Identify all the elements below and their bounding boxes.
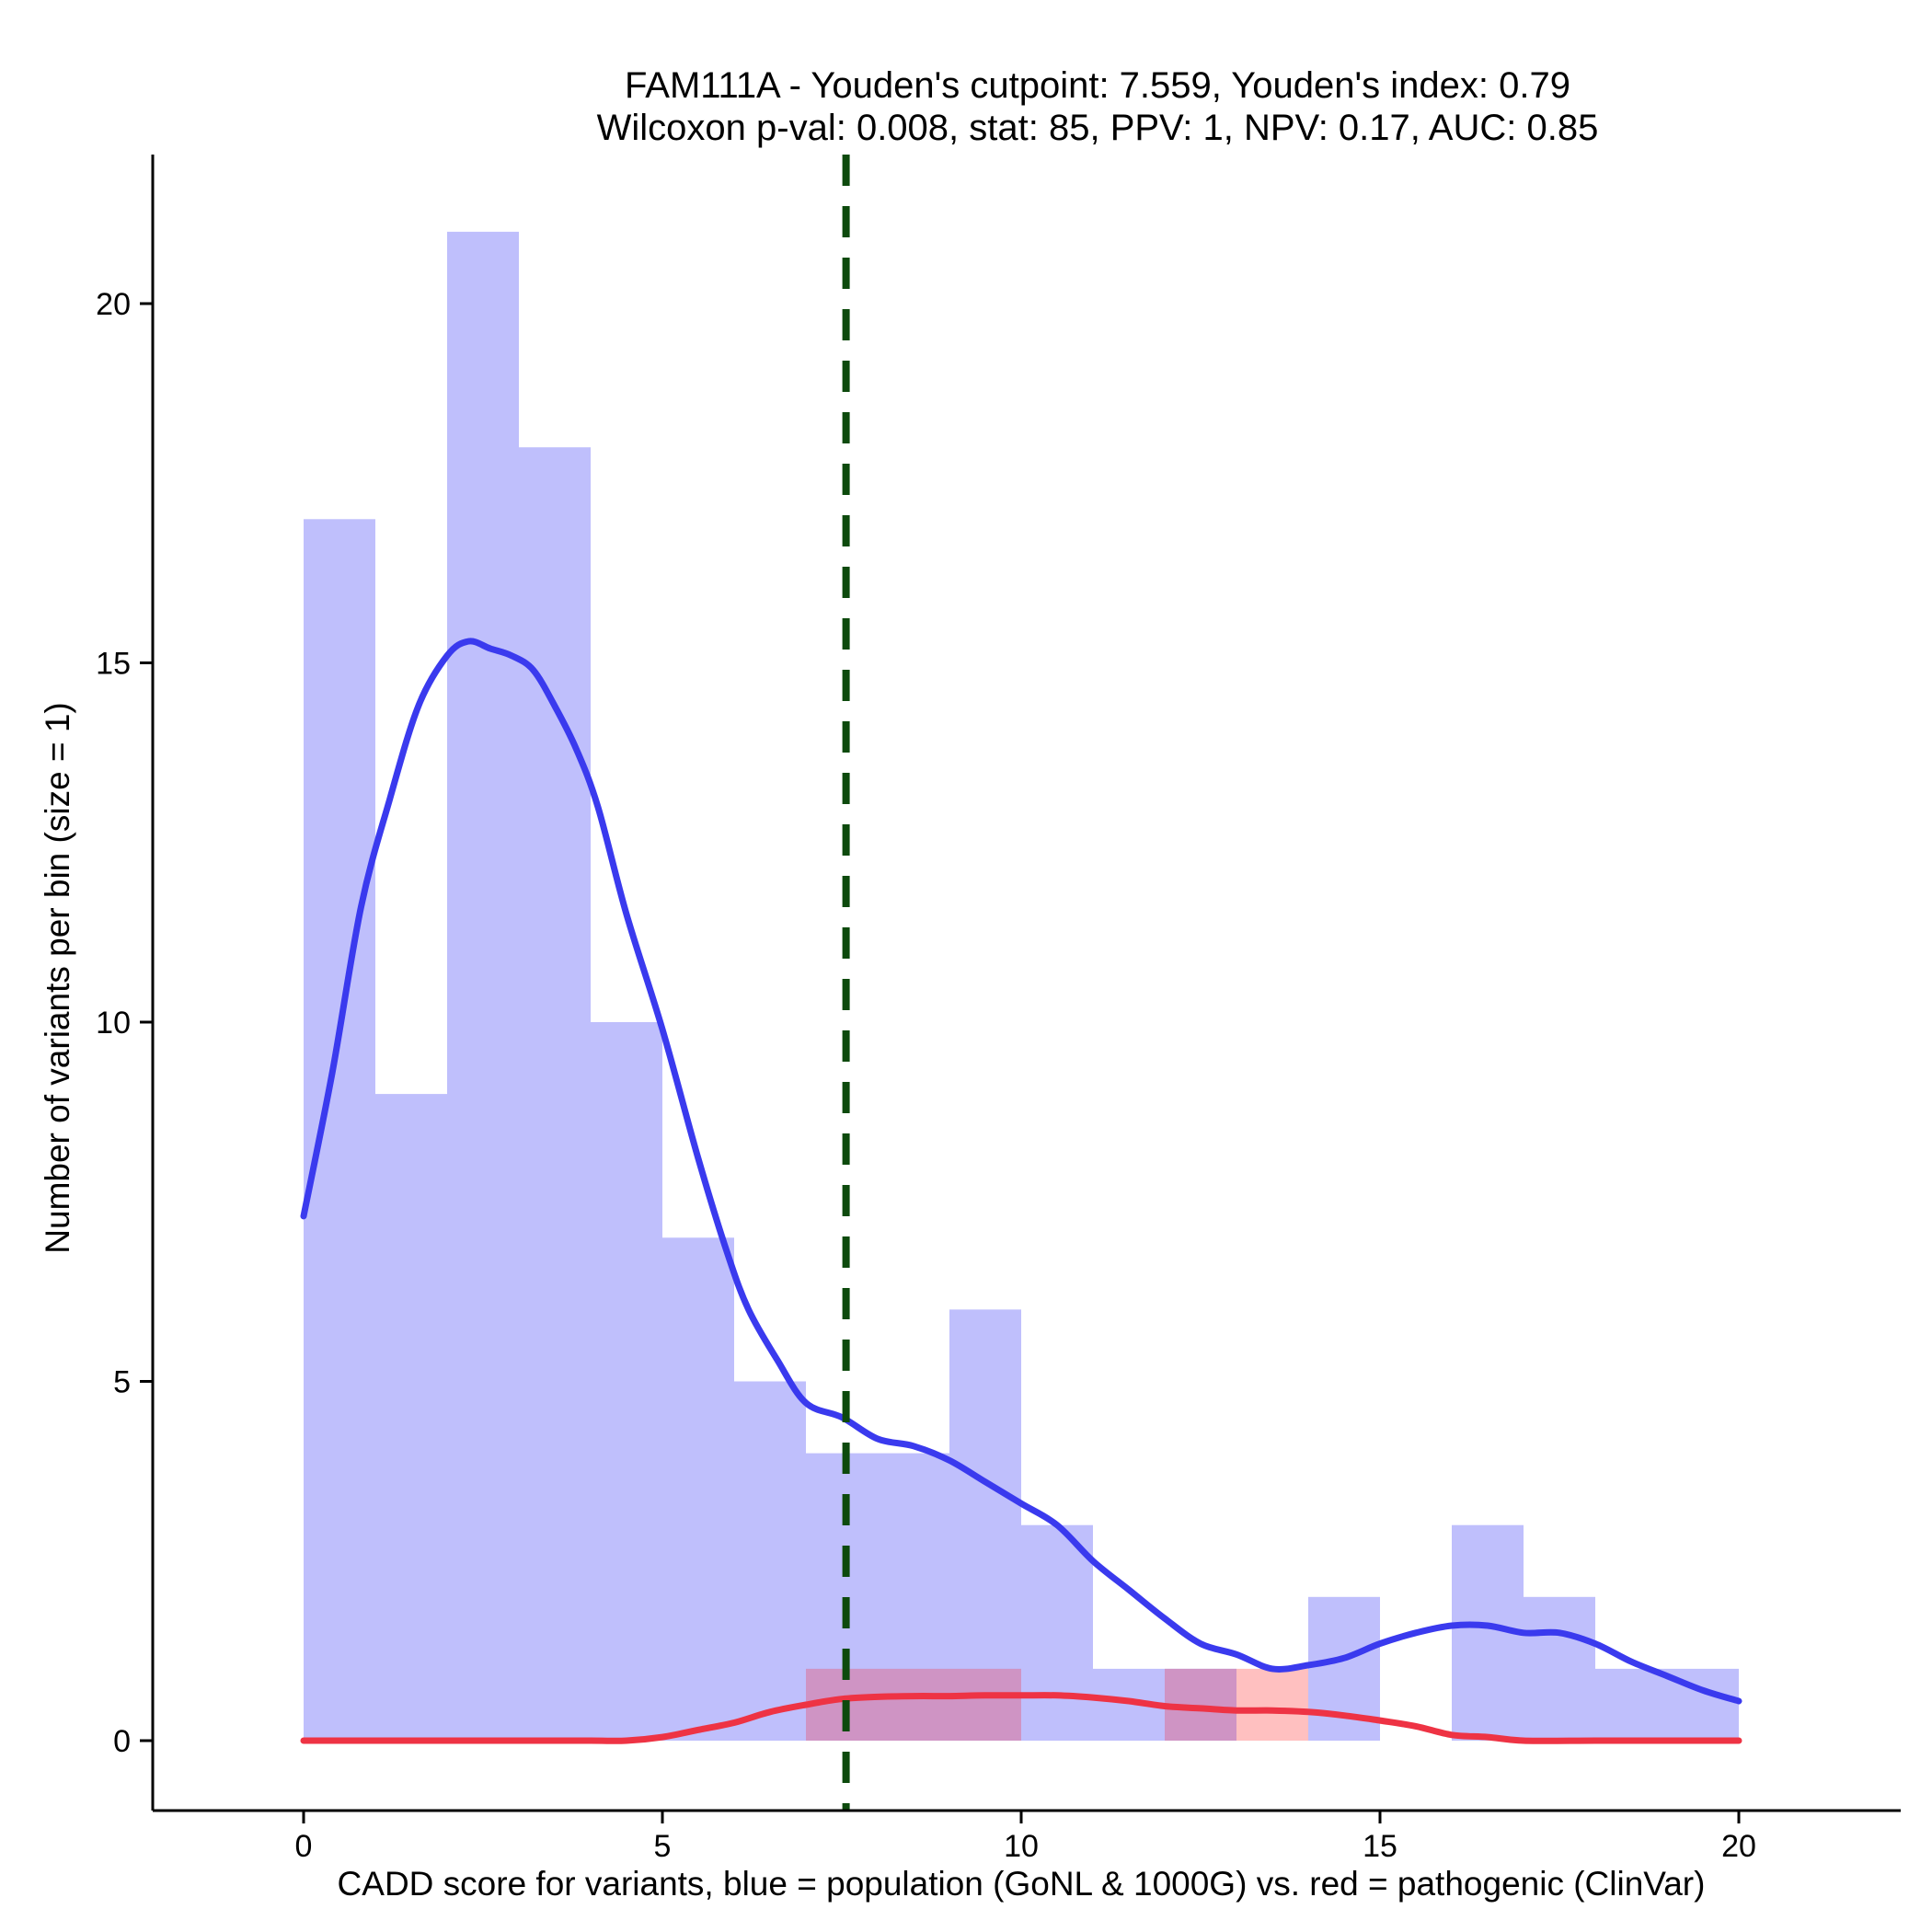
- x-tick-label-5: 5: [654, 1829, 672, 1864]
- x-tick-label-20: 20: [1721, 1829, 1756, 1864]
- population-bar-5: [662, 1237, 734, 1741]
- population-bar-6: [734, 1381, 806, 1741]
- x-tick-label-15: 15: [1363, 1829, 1397, 1864]
- pathogenic-bar-13: [1236, 1668, 1308, 1741]
- population-bar-0: [304, 519, 375, 1741]
- y-tick-label-10: 10: [96, 1006, 131, 1041]
- population-bar-1: [375, 1094, 447, 1741]
- population-bar-10: [1021, 1524, 1093, 1741]
- x-axis-label: CADD score for variants, blue = populati…: [338, 1865, 1706, 1903]
- y-axis-label: Number of variants per bin (size = 1): [39, 702, 76, 1253]
- y-tick-label-0: 0: [113, 1724, 131, 1759]
- axes-group: 0 5 10 15 20 0 5 10 15 20: [96, 155, 1901, 1864]
- population-bar-4: [591, 1022, 662, 1741]
- population-bar-17: [1524, 1596, 1595, 1741]
- pathogenic-bar-8: [878, 1668, 949, 1741]
- y-tick-label-5: 5: [113, 1365, 131, 1400]
- population-bars: [304, 231, 1739, 1742]
- population-density-curve: [300, 638, 1742, 1705]
- chart-title-line-1: FAM111A - Youden's cutpoint: 7.559, Youd…: [625, 65, 1570, 106]
- pathogenic-bar-9: [949, 1668, 1021, 1741]
- density-curves: [300, 638, 1742, 1744]
- y-tick-label-20: 20: [96, 287, 131, 322]
- population-bar-3: [519, 447, 591, 1742]
- pathogenic-bars: [806, 1668, 1308, 1741]
- chart-title-line-2: Wilcoxon p-val: 0.008, stat: 85, PPV: 1,…: [597, 108, 1599, 148]
- y-tick-label-15: 15: [96, 647, 131, 682]
- pathogenic-density-curve: [300, 1692, 1742, 1744]
- population-bar-2: [447, 231, 519, 1741]
- x-tick-label-10: 10: [1004, 1829, 1039, 1864]
- x-tick-label-0: 0: [295, 1829, 313, 1864]
- population-bar-18: [1595, 1668, 1667, 1741]
